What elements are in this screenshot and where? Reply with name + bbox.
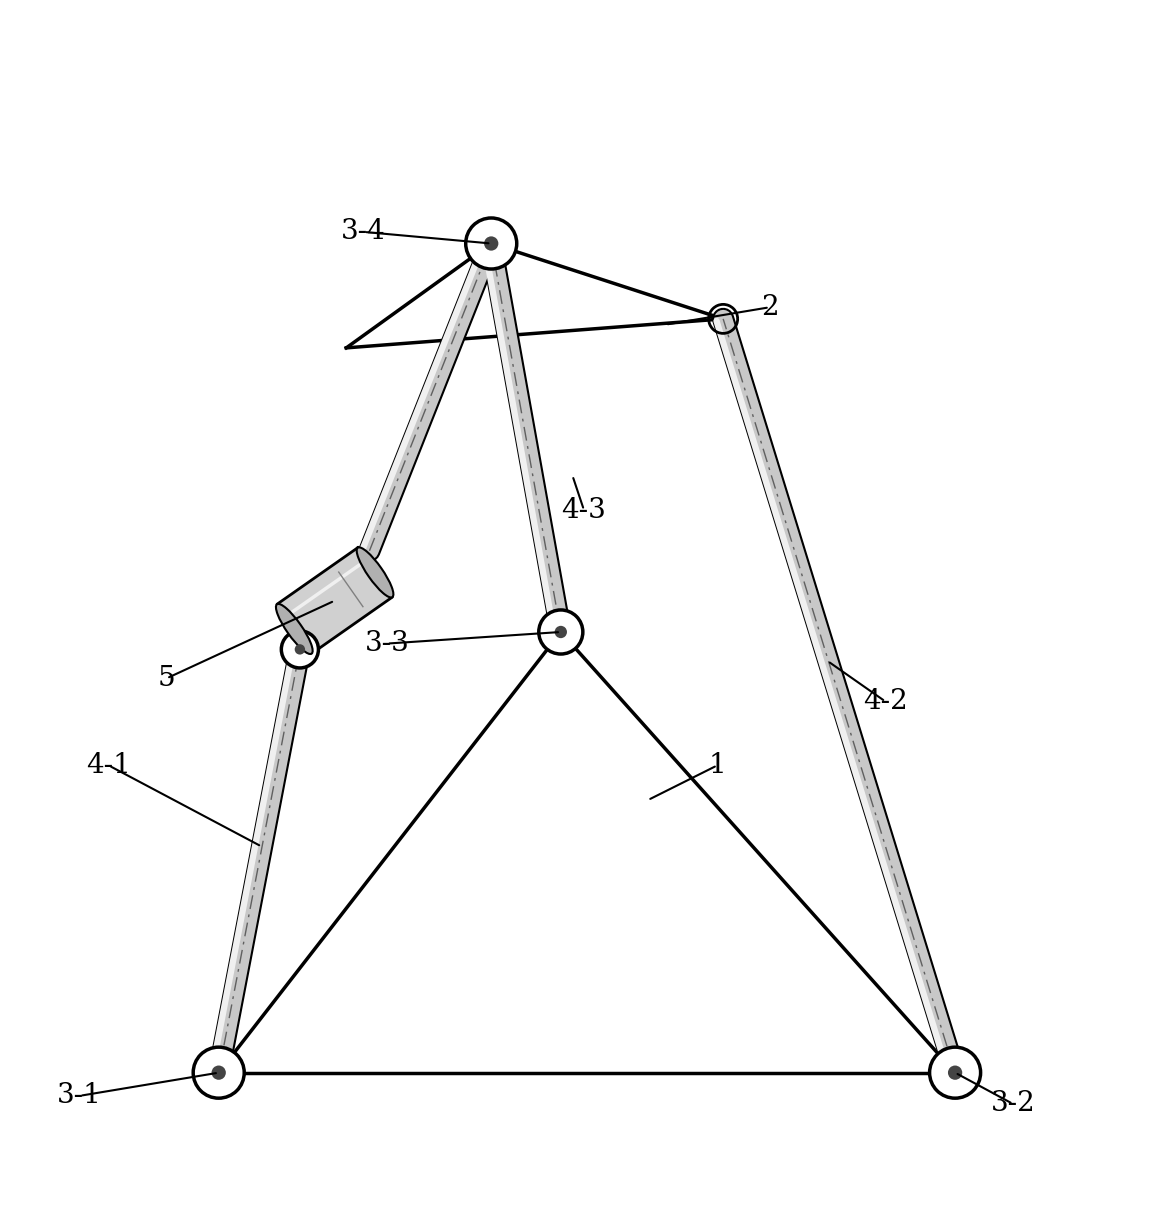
Text: 3-4: 3-4 bbox=[341, 218, 387, 245]
Text: 2: 2 bbox=[760, 294, 778, 321]
Circle shape bbox=[294, 644, 305, 655]
Circle shape bbox=[211, 1066, 225, 1079]
Text: 3-3: 3-3 bbox=[364, 630, 409, 657]
Ellipse shape bbox=[276, 604, 313, 654]
Circle shape bbox=[555, 626, 566, 638]
Circle shape bbox=[281, 631, 319, 668]
Circle shape bbox=[484, 236, 499, 251]
Text: 3-1: 3-1 bbox=[57, 1082, 102, 1110]
Text: 4-1: 4-1 bbox=[86, 751, 131, 779]
Polygon shape bbox=[277, 548, 392, 654]
Ellipse shape bbox=[356, 548, 394, 597]
Circle shape bbox=[930, 1047, 981, 1099]
Circle shape bbox=[193, 1047, 244, 1099]
Text: 4-2: 4-2 bbox=[863, 689, 908, 715]
Circle shape bbox=[538, 610, 583, 654]
Text: 3-2: 3-2 bbox=[990, 1090, 1036, 1118]
Text: 1: 1 bbox=[709, 751, 726, 779]
Text: 5: 5 bbox=[158, 665, 175, 692]
Circle shape bbox=[948, 1066, 962, 1079]
Text: 4-3: 4-3 bbox=[562, 497, 606, 523]
Circle shape bbox=[466, 218, 516, 269]
